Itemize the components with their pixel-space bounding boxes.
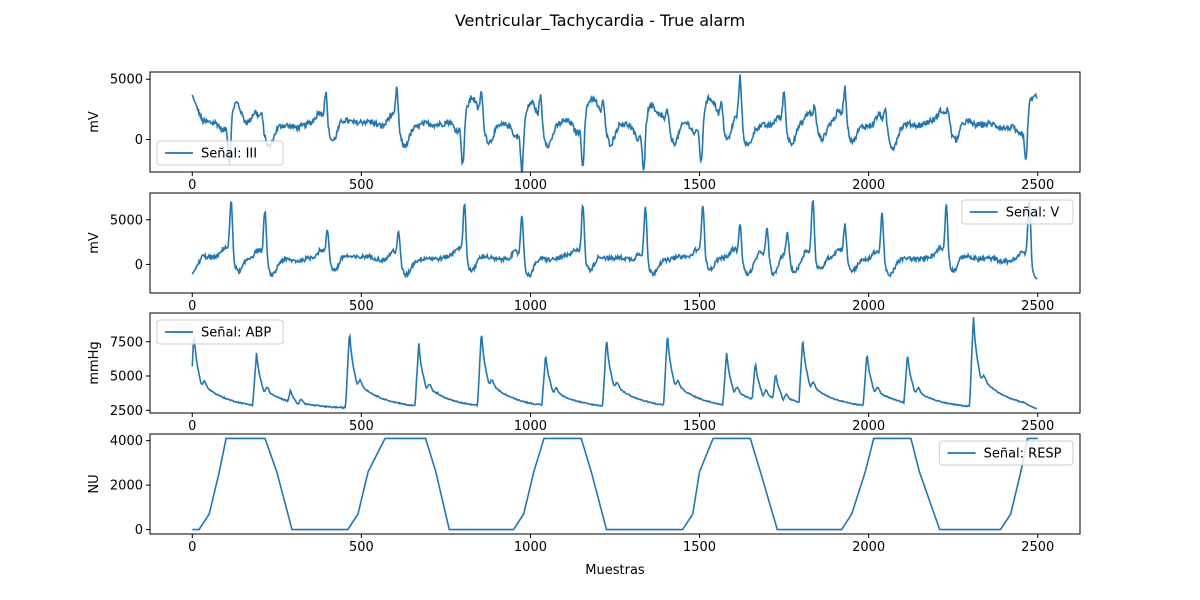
y-tick-label: 2000: [110, 479, 143, 494]
x-tick-label: 1000: [514, 419, 547, 434]
legend-label: Señal: ABP: [201, 326, 271, 341]
axes-frame: [149, 312, 1081, 414]
x-tick-label: 1500: [683, 299, 716, 314]
subplot-4: 0 500 1000 1500 2000 2500 0 2000 4000 NU Señal: RE…: [87, 433, 1081, 555]
legend-label: Señal: III: [201, 147, 257, 162]
x-tick-label: 500: [349, 178, 374, 193]
y-tick-label: 0: [135, 133, 143, 148]
y-tick-label: 2500: [110, 404, 143, 419]
y-axis-label: mV: [87, 232, 102, 254]
subplot-1: 0 500 1000 1500 2000 2500 0 5000 mV Señal: III: [87, 71, 1081, 193]
x-tick-label: 0: [188, 299, 196, 314]
x-tick-label: 1000: [514, 540, 547, 555]
x-tick-label: 0: [188, 419, 196, 434]
x-tick-label: 2500: [1021, 419, 1054, 434]
x-tick-label: 0: [188, 178, 196, 193]
x-tick-label: 1500: [683, 419, 716, 434]
legend-box: [156, 319, 284, 345]
axes-frame: [149, 433, 1081, 535]
y-axis-label: mmHg: [87, 341, 102, 384]
y-tick-label: 5000: [110, 213, 143, 228]
x-tick-label: 1500: [683, 178, 716, 193]
y-tick-label: 7500: [110, 335, 143, 350]
x-tick-label: 500: [349, 540, 374, 555]
series-line: [191, 317, 1038, 410]
x-tick-label: 2500: [1021, 299, 1054, 314]
y-tick-label: 0: [135, 523, 143, 538]
axes-frame: [149, 71, 1081, 173]
y-tick-label: 5000: [110, 73, 143, 88]
y-tick-label: 0: [135, 258, 143, 273]
x-axis-label: Muestras: [585, 563, 645, 578]
x-tick-label: 2000: [852, 299, 885, 314]
series-line: [191, 74, 1038, 172]
x-tick-label: 1500: [683, 540, 716, 555]
x-tick-label: 1000: [514, 178, 547, 193]
y-tick-label: 5000: [110, 370, 143, 385]
legend-box: [939, 440, 1074, 466]
x-tick-label: 500: [349, 299, 374, 314]
legend: Señal: III: [156, 140, 284, 166]
axes-frame: [149, 192, 1081, 294]
x-tick-label: 0: [188, 540, 196, 555]
figure-title: Ventricular_Tachycardia - True alarm: [455, 11, 745, 31]
legend: Señal: ABP: [156, 319, 284, 345]
x-tick-label: 2000: [852, 540, 885, 555]
x-tick-label: 2000: [852, 419, 885, 434]
legend-box: [961, 199, 1074, 225]
subplot-2: 0 500 1000 1500 2000 2500 0 5000 mV Señal: V: [87, 192, 1081, 314]
legend-label: Señal: RESP: [984, 447, 1062, 462]
y-axis-label: NU: [87, 474, 102, 493]
x-tick-label: 2500: [1021, 540, 1054, 555]
y-tick-label: 4000: [110, 434, 143, 449]
legend: Señal: V: [961, 199, 1074, 225]
legend-label: Señal: V: [1006, 206, 1060, 221]
series-line: [192, 437, 1038, 531]
x-tick-label: 500: [349, 419, 374, 434]
x-tick-label: 2500: [1021, 178, 1054, 193]
legend: Señal: RESP: [939, 440, 1074, 466]
y-axis-label: mV: [87, 111, 102, 133]
subplot-3: 0 500 1000 1500 2000 2500 2500 5000 7500 mmHg Seña…: [87, 312, 1081, 434]
legend-box: [156, 140, 284, 166]
series-line: [191, 199, 1038, 280]
x-tick-label: 2000: [852, 178, 885, 193]
x-tick-label: 1000: [514, 299, 547, 314]
